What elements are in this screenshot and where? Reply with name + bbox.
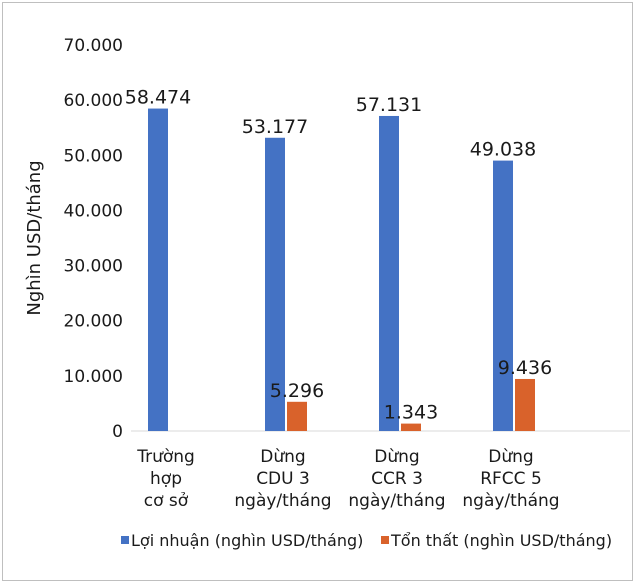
bar-ton-that <box>515 378 535 431</box>
y-tick-label: 60.000 <box>64 91 123 111</box>
legend-label: Tổn thất (nghìn USD/tháng) <box>390 531 612 550</box>
legend: Lợi nhuận (nghìn USD/tháng) Tổn thất (ngh… <box>121 531 612 550</box>
data-label: 1.343 <box>384 402 438 424</box>
x-category-label: Trường hợp cơ sở <box>136 447 195 511</box>
y-tick-label: 10.000 <box>64 367 123 387</box>
bar-ton-that <box>401 423 421 431</box>
bars <box>148 108 535 432</box>
data-label: 58.474 <box>125 87 191 109</box>
data-labels: 58.474 53.177 57.131 49.038 5.296 1.343 9.436 <box>125 87 552 424</box>
bar-loi-nhuan <box>265 137 285 431</box>
bar-loi-nhuan <box>379 115 399 431</box>
y-axis-ticks: 0 10.000 20.000 30.000 40.000 50.000 60.000 70.… <box>64 36 123 442</box>
legend-label: Lợi nhuận (nghìn USD/tháng) <box>131 531 363 550</box>
y-tick-label: 20.000 <box>64 312 123 332</box>
x-category-label: Dừng CDU 3 ngày/tháng <box>234 447 331 511</box>
data-label: 5.296 <box>270 380 324 402</box>
y-tick-label: 0 <box>112 422 123 442</box>
data-label: 49.038 <box>470 139 536 161</box>
y-tick-label: 50.000 <box>64 146 123 166</box>
data-label: 53.177 <box>242 116 308 138</box>
y-tick-label: 70.000 <box>64 36 123 56</box>
x-category-label: Dừng CCR 3 ngày/tháng <box>348 447 445 511</box>
bar-loi-nhuan <box>493 160 513 431</box>
y-tick-label: 40.000 <box>64 201 123 221</box>
legend-swatch <box>381 536 389 544</box>
legend-swatch <box>121 536 129 544</box>
x-axis-categories: Trường hợp cơ sở Dừng CDU 3 ngày/tháng Dừng CCR… <box>136 447 559 511</box>
bar-loi-nhuan <box>148 108 168 432</box>
bar-ton-that <box>287 401 307 431</box>
data-label: 57.131 <box>356 94 422 116</box>
y-axis-label: Nghìn USD/tháng <box>24 160 45 315</box>
data-label: 9.436 <box>498 357 552 379</box>
x-category-label: Dừng RFCC 5 ngày/tháng <box>462 447 559 511</box>
y-tick-label: 30.000 <box>64 257 123 277</box>
